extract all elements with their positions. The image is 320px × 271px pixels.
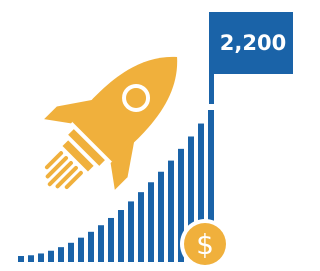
growth-bar (158, 172, 164, 262)
growth-bar (108, 218, 114, 262)
growth-bar (128, 201, 134, 262)
growth-bar (18, 256, 24, 262)
growth-bar (28, 255, 34, 262)
growth-bar (78, 238, 84, 262)
rocket-flames (40, 153, 81, 194)
page: 2,200 $ (() => { const data = JSON.parse… (0, 0, 293, 271)
coin-symbol: $ (196, 228, 214, 261)
growth-illustration: 2,200 $ (0, 0, 293, 271)
growth-bar (98, 225, 104, 262)
growth-bar (38, 253, 44, 262)
flag-label: 2,200 (220, 31, 286, 55)
growth-bar (68, 243, 74, 262)
growth-bar (48, 251, 54, 262)
growth-bar (168, 161, 174, 262)
growth-bar (118, 210, 124, 262)
growth-bar (88, 232, 94, 262)
growth-bar (148, 182, 154, 262)
growth-bar (138, 192, 144, 262)
growth-bar (58, 247, 64, 262)
